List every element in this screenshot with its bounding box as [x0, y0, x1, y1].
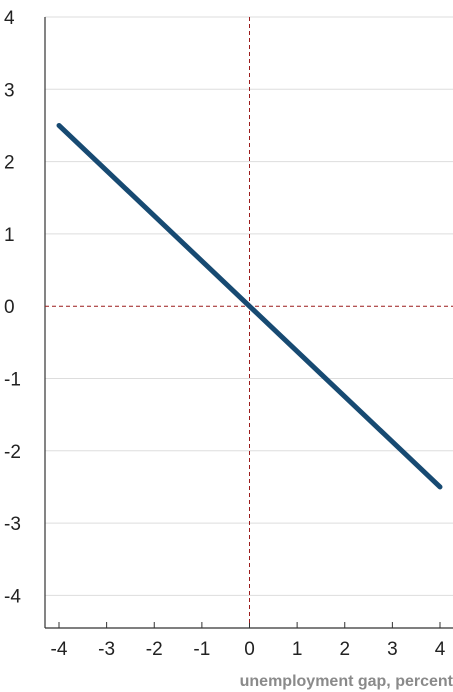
y-tick-label-4: 4	[4, 8, 15, 29]
y-tick-label--1: -1	[4, 370, 21, 391]
x-tick-label--2: -2	[146, 639, 163, 660]
x-tick-label-4: 4	[435, 639, 446, 660]
x-tick-label--3: -3	[98, 639, 115, 660]
series-line-0	[56, 122, 443, 490]
x-tick-labels: -4 -3 -2 -1 0 1 2 3 4	[51, 639, 446, 660]
x-tick-label-2: 2	[339, 639, 350, 660]
x-tick-label-0: 0	[244, 639, 255, 660]
y-tick-label--3: -3	[4, 514, 21, 535]
y-tick-label--2: -2	[4, 442, 21, 463]
y-tick-label-2: 2	[4, 153, 15, 174]
x-tick-label--4: -4	[51, 639, 68, 660]
x-axis-label: unemployment gap, percent	[240, 673, 453, 690]
reference-lines	[45, 17, 453, 624]
x-tick-label--1: -1	[193, 639, 210, 660]
x-tick-label-1: 1	[292, 639, 303, 660]
y-tick-label--4: -4	[4, 586, 21, 607]
y-tick-label-3: 3	[4, 80, 15, 101]
y-tick-label-0: 0	[4, 297, 15, 318]
gridlines	[45, 16, 453, 596]
y-tick-labels: 4 3 2 1 0 -1 -2 -3 -4	[4, 8, 21, 607]
y-tick-label-1: 1	[4, 225, 15, 246]
series-group	[56, 122, 443, 490]
x-tick-label-3: 3	[387, 639, 398, 660]
axes	[44, 17, 453, 629]
